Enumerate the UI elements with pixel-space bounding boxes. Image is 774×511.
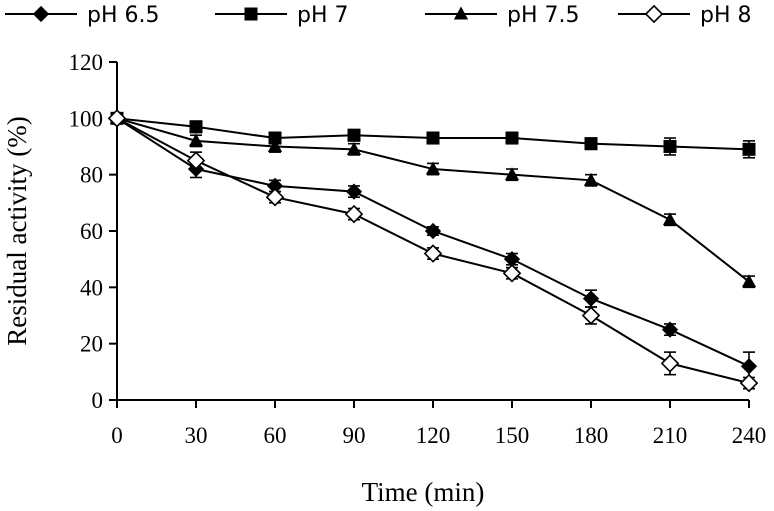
legend-marker — [244, 7, 258, 21]
data-point — [346, 141, 362, 155]
data-point — [581, 306, 601, 325]
data-point — [186, 151, 206, 170]
x-tick-label: 120 — [416, 423, 451, 448]
y-tick-label: 0 — [92, 388, 104, 413]
data-point — [188, 133, 204, 147]
data-point — [663, 140, 677, 153]
legend-label: pH 8 — [700, 3, 752, 28]
data-point — [425, 161, 441, 175]
y-tick-label: 40 — [80, 275, 103, 300]
y-axis-title: Residual activity (%) — [2, 116, 32, 345]
x-tick-label: 150 — [495, 423, 530, 448]
data-point — [739, 373, 759, 393]
legend-label: pH 7.5 — [507, 3, 580, 28]
data-point — [345, 183, 363, 200]
x-tick-label: 90 — [343, 423, 366, 448]
y-tick-label: 120 — [69, 50, 104, 75]
data-point — [740, 358, 758, 375]
data-point — [660, 354, 680, 373]
data-point — [423, 244, 443, 263]
data-point — [502, 263, 522, 283]
data-point — [347, 128, 361, 142]
data-point — [662, 212, 678, 226]
x-tick-label: 210 — [653, 423, 688, 448]
y-tick-label: 80 — [80, 163, 103, 188]
y-tick-label: 60 — [80, 219, 103, 244]
legend-marker — [32, 5, 50, 23]
data-point — [267, 139, 283, 153]
x-tick-label: 240 — [732, 423, 767, 448]
data-point — [661, 321, 679, 338]
x-tick-label: 0 — [111, 423, 123, 448]
legend-label: pH 7 — [297, 3, 349, 28]
y-tick-label: 100 — [69, 106, 104, 131]
series-line-pH-6-5 — [116, 117, 750, 368]
x-tick-label: 30 — [185, 423, 208, 448]
data-point — [582, 290, 600, 307]
legend-marker — [453, 6, 469, 20]
data-point — [265, 187, 285, 207]
legend-marker — [644, 4, 664, 24]
data-point — [424, 222, 442, 240]
data-point — [344, 204, 364, 224]
data-point — [584, 137, 598, 151]
data-point — [504, 167, 520, 181]
data-point — [107, 109, 127, 128]
x-axis-title: Time (min) — [362, 477, 485, 507]
legend-label: pH 6.5 — [87, 3, 160, 28]
data-point — [742, 142, 756, 156]
data-point — [266, 177, 284, 195]
data-point — [505, 131, 519, 145]
data-point — [741, 274, 757, 288]
x-tick-label: 60 — [264, 423, 287, 448]
data-point — [503, 251, 521, 268]
x-tick-label: 180 — [574, 423, 609, 448]
data-point — [189, 120, 203, 134]
y-tick-label: 20 — [80, 332, 103, 357]
data-point — [583, 172, 599, 186]
data-point — [426, 131, 440, 145]
